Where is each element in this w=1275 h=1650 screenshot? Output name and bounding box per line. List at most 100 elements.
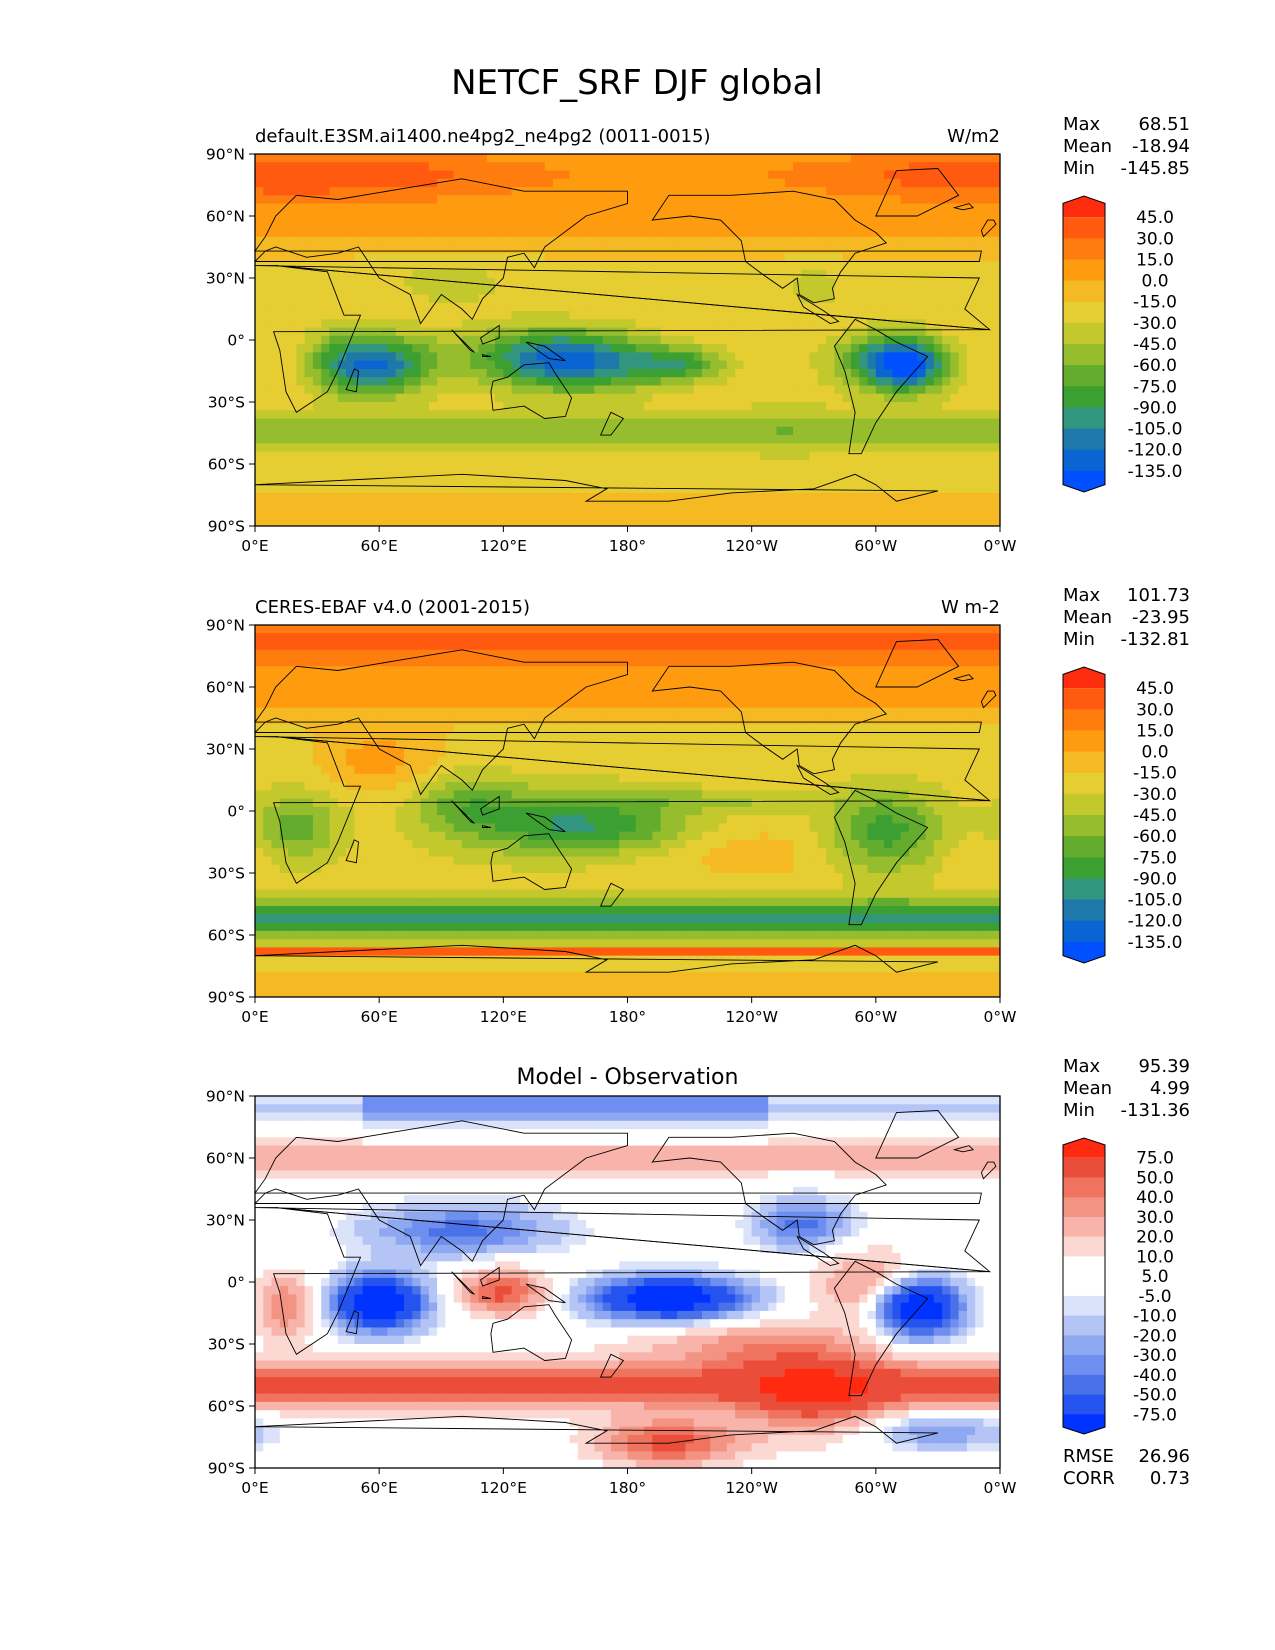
field-cell bbox=[503, 509, 513, 519]
colorbar-tick-label: 0.0 bbox=[1141, 272, 1168, 292]
field-cell bbox=[354, 402, 364, 411]
field-cell bbox=[544, 393, 554, 403]
field-cell bbox=[702, 501, 711, 511]
field-cell bbox=[793, 625, 802, 634]
field-cell bbox=[428, 691, 438, 700]
field-cell bbox=[312, 641, 322, 651]
field-cell bbox=[478, 360, 488, 370]
field-cell bbox=[743, 509, 753, 519]
field-cell bbox=[933, 393, 943, 403]
field-cell bbox=[660, 154, 670, 163]
field-cell bbox=[660, 344, 670, 353]
field-cell bbox=[743, 517, 753, 526]
field-cell bbox=[809, 178, 819, 188]
field-cell bbox=[851, 476, 860, 486]
field-cell bbox=[702, 236, 711, 246]
field-cell bbox=[859, 418, 869, 428]
field-cell bbox=[702, 344, 711, 353]
field-cell bbox=[519, 311, 529, 320]
field-cell bbox=[950, 492, 960, 502]
field-cell bbox=[991, 402, 1000, 411]
field-cell bbox=[354, 278, 364, 287]
field-cell bbox=[693, 658, 703, 667]
field-cell bbox=[627, 418, 637, 428]
field-cell bbox=[710, 443, 720, 453]
field-cell bbox=[966, 244, 976, 254]
field-cell bbox=[826, 360, 836, 370]
field-cell bbox=[942, 302, 951, 312]
field-cell bbox=[983, 368, 993, 378]
field-cell bbox=[966, 443, 976, 453]
field-cell bbox=[619, 641, 629, 651]
field-cell bbox=[660, 443, 670, 453]
field-cell bbox=[975, 633, 985, 643]
field-cell bbox=[685, 335, 695, 345]
field-cell bbox=[660, 294, 670, 304]
field-cell bbox=[321, 236, 331, 246]
field-cell bbox=[553, 501, 562, 511]
field-cell bbox=[437, 236, 446, 246]
field-cell bbox=[337, 691, 347, 700]
field-cell bbox=[453, 625, 463, 634]
field-cell bbox=[619, 625, 629, 634]
field-cell bbox=[983, 327, 993, 337]
field-cell bbox=[851, 393, 860, 403]
field-cell bbox=[966, 459, 976, 469]
field-cell bbox=[743, 327, 753, 337]
field-cell bbox=[346, 674, 355, 684]
field-cell bbox=[652, 236, 662, 246]
field-cell bbox=[900, 344, 910, 353]
field-cell bbox=[859, 476, 869, 486]
field-cell bbox=[875, 459, 885, 469]
field-cell bbox=[958, 368, 968, 378]
field-cell bbox=[288, 187, 297, 196]
field-cell bbox=[511, 203, 521, 213]
field-cell bbox=[975, 682, 985, 692]
field-cell bbox=[917, 311, 927, 320]
field-cell bbox=[735, 253, 744, 263]
field-cell bbox=[859, 625, 869, 634]
field-cell bbox=[602, 220, 612, 229]
field-cell bbox=[925, 302, 935, 312]
field-cell bbox=[619, 674, 629, 684]
field-cell bbox=[834, 484, 844, 494]
field-cell bbox=[362, 418, 372, 428]
field-cell bbox=[263, 195, 273, 205]
field-cell bbox=[461, 484, 471, 494]
field-cell bbox=[478, 286, 488, 296]
field-cell bbox=[544, 666, 554, 676]
field-cell bbox=[337, 360, 347, 370]
field-cell bbox=[875, 203, 885, 213]
colorbar-tick-label: -30.0 bbox=[1133, 314, 1177, 334]
field-cell bbox=[470, 402, 480, 411]
field-cell bbox=[470, 443, 480, 453]
field-cell bbox=[685, 641, 695, 651]
field-cell bbox=[470, 492, 480, 502]
field-cell bbox=[519, 426, 529, 436]
field-cell bbox=[793, 410, 802, 420]
field-cell bbox=[851, 294, 860, 304]
field-cell bbox=[627, 211, 637, 221]
field-cell bbox=[428, 501, 438, 511]
field-cell bbox=[495, 187, 504, 196]
field-cell bbox=[685, 691, 695, 700]
field-cell bbox=[677, 509, 687, 519]
field-cell bbox=[619, 517, 629, 526]
field-cell bbox=[668, 178, 678, 188]
field-cell bbox=[793, 674, 802, 684]
field-cell bbox=[801, 435, 811, 444]
field-cell bbox=[610, 633, 620, 643]
field-cell bbox=[702, 633, 711, 643]
field-cell bbox=[884, 649, 893, 659]
field-cell bbox=[321, 368, 331, 378]
field-cell bbox=[519, 253, 529, 263]
field-cell bbox=[685, 368, 695, 378]
field-cell bbox=[486, 658, 496, 667]
field-cell bbox=[908, 360, 918, 370]
field-cell bbox=[528, 253, 538, 263]
field-cell bbox=[263, 385, 273, 395]
field-cell bbox=[718, 459, 728, 469]
field-cell bbox=[486, 335, 496, 345]
field-cell bbox=[362, 154, 372, 163]
field-cell bbox=[478, 302, 488, 312]
